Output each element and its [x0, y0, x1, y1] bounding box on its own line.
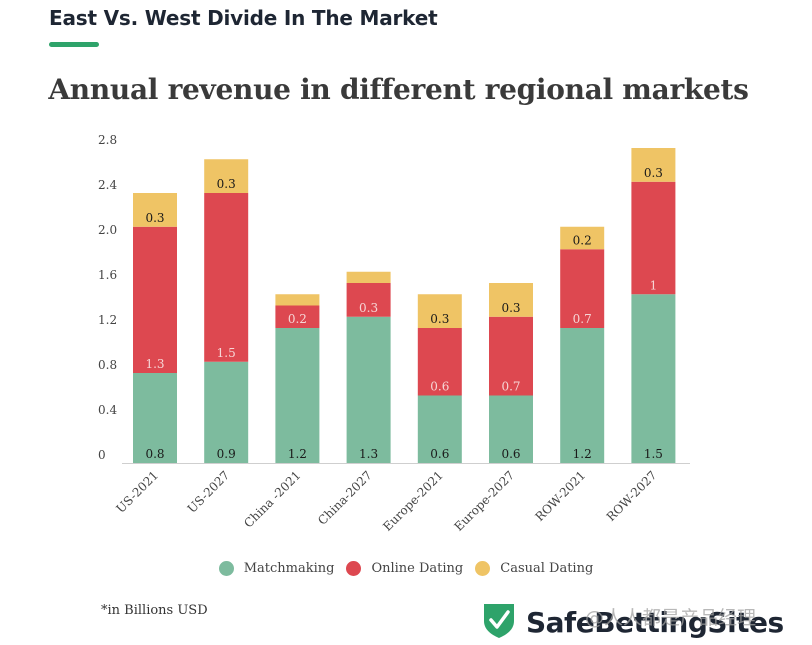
data-label: 0.6: [430, 380, 449, 394]
y-tick-label: 0.8: [98, 358, 117, 372]
x-tick-label: China-2027: [315, 468, 375, 528]
watermark-text: 人人都是产品经理: [604, 607, 757, 629]
x-tick-label: China -2021: [241, 468, 303, 530]
bar-segment-casual-dating: [417, 294, 462, 328]
bar-segment-casual-dating: [275, 294, 320, 306]
chart-title: Annual revenue in different regional mar…: [48, 73, 749, 106]
legend-swatch-matchmaking: [218, 561, 234, 576]
y-tick-label: 2.0: [98, 223, 117, 237]
data-label: 0.2: [288, 312, 307, 326]
data-label: 1.2: [573, 447, 592, 461]
bar-segment-matchmaking: [417, 395, 462, 463]
bar-segment-casual-dating: [204, 159, 249, 193]
data-label: 0.6: [501, 447, 520, 461]
x-tick-label: Europe-2021: [380, 468, 446, 534]
x-tick-label: Europe-2027: [451, 468, 517, 534]
bar-stack: 1.3 0.3: [346, 271, 391, 463]
legend-label: Casual Dating: [500, 561, 594, 576]
x-tick-label: US-2021: [113, 468, 161, 516]
y-tick-label: 1.6: [98, 268, 117, 282]
data-label: 1: [650, 278, 658, 292]
y-tick-label: 2.4: [98, 178, 117, 192]
x-tick-label: ROW-2021: [533, 468, 589, 524]
bar-stack: 1.2 0.7 0.2: [560, 226, 605, 463]
bar-segment-online-dating: [204, 193, 249, 362]
legend-swatch-online-dating: [346, 561, 362, 576]
bar-stack: 0.9 1.5 0.3: [204, 159, 249, 463]
data-label: 0.3: [501, 301, 520, 315]
watermark: @人人都是产品经理: [585, 603, 756, 630]
bar-segment-matchmaking: [133, 373, 177, 463]
data-label: 0.6: [430, 447, 449, 461]
bar-segment-online-dating: [560, 249, 605, 328]
shield-check-icon: [482, 601, 516, 643]
data-label: 0.3: [430, 312, 449, 326]
data-label: 1.3: [359, 447, 378, 461]
bar-segment-online-dating: [417, 328, 462, 396]
stacked-bar-chart: 00.40.81.21.62.02.42.8 0.81.30.30.91.50.…: [98, 133, 690, 534]
legend-label: Online Dating: [371, 561, 464, 576]
brand-name: SafeBettingSites: [526, 605, 784, 639]
bar-segment-online-dating: [133, 226, 177, 373]
x-tick-label: ROW-2027: [604, 468, 660, 524]
section-title: East Vs. West Divide In The Market: [49, 6, 438, 30]
bar-segment-matchmaking: [275, 328, 320, 463]
bar-segment-online-dating: [489, 316, 533, 396]
y-tick-label: 2.8: [98, 133, 117, 147]
bar-stack: 0.8 1.3 0.3: [133, 193, 177, 463]
data-label: 0.2: [573, 233, 592, 247]
footnote: *in Billions USD: [101, 603, 208, 618]
title-underline: [49, 42, 99, 47]
legend-item-matchmaking: Matchmaking: [218, 561, 335, 576]
data-label: 1.3: [145, 357, 164, 371]
legend-item-online-dating: Online Dating: [346, 561, 463, 576]
bar-segment-casual-dating: [346, 271, 391, 283]
data-label: 0.3: [359, 301, 378, 315]
data-label: 0.3: [145, 211, 164, 225]
bar-segment-casual-dating: [133, 193, 177, 227]
y-axis: 0 0.4 0.8 1.2 1.6 2.0 2.4 2.8: [98, 133, 117, 462]
data-label: 1.5: [644, 447, 663, 461]
data-label: 0.7: [501, 380, 520, 394]
bars: 0.81.30.30.91.50.31.20.21.30.30.60.60.30…: [133, 148, 676, 463]
data-label: 1.5: [217, 346, 236, 360]
bar-segment-matchmaking: [489, 395, 533, 463]
bar-segment-matchmaking: [346, 316, 391, 463]
data-label: 1.2: [288, 447, 307, 461]
data-label: 0.7: [573, 312, 592, 326]
legend-swatch-casual-dating: [475, 561, 491, 576]
data-label: 0.9: [217, 447, 236, 461]
bar-stack: 1.2 0.2: [275, 294, 320, 463]
x-tick-label: US-2027: [185, 468, 233, 516]
bar-stack: 1.5 1 0.3: [631, 148, 676, 463]
bar-segment-casual-dating: [631, 148, 676, 182]
bar-segment-online-dating: [631, 181, 676, 295]
bar-segment-casual-dating: [560, 226, 605, 250]
bar-segment-online-dating: [275, 305, 320, 328]
y-tick-label: 0.4: [98, 403, 117, 417]
legend: Matchmaking Online Dating Casual Dating: [0, 561, 812, 576]
data-label: 0.3: [644, 166, 663, 180]
y-tick-label: 0: [98, 448, 106, 462]
brand-logo: SafeBettingSites: [482, 601, 784, 643]
legend-label: Matchmaking: [243, 561, 335, 576]
x-axis-labels: US-2021 US-2027 China -2021 China-2027 Europ…: [113, 468, 659, 534]
data-label: 0.3: [217, 177, 236, 191]
bar-segment-online-dating: [346, 283, 391, 317]
bar-segment-casual-dating: [489, 283, 533, 317]
legend-item-casual-dating: Casual Dating: [475, 561, 593, 576]
bar-stack: 0.6 0.6 0.3: [417, 294, 462, 463]
watermark-at: @: [585, 607, 604, 629]
y-tick-label: 1.2: [98, 313, 117, 327]
data-label: 0.8: [145, 447, 164, 461]
bar-segment-matchmaking: [631, 294, 676, 463]
bar-segment-matchmaking: [204, 361, 249, 463]
bar-segment-matchmaking: [560, 328, 605, 463]
bar-stack: 0.6 0.7 0.3: [489, 283, 533, 463]
